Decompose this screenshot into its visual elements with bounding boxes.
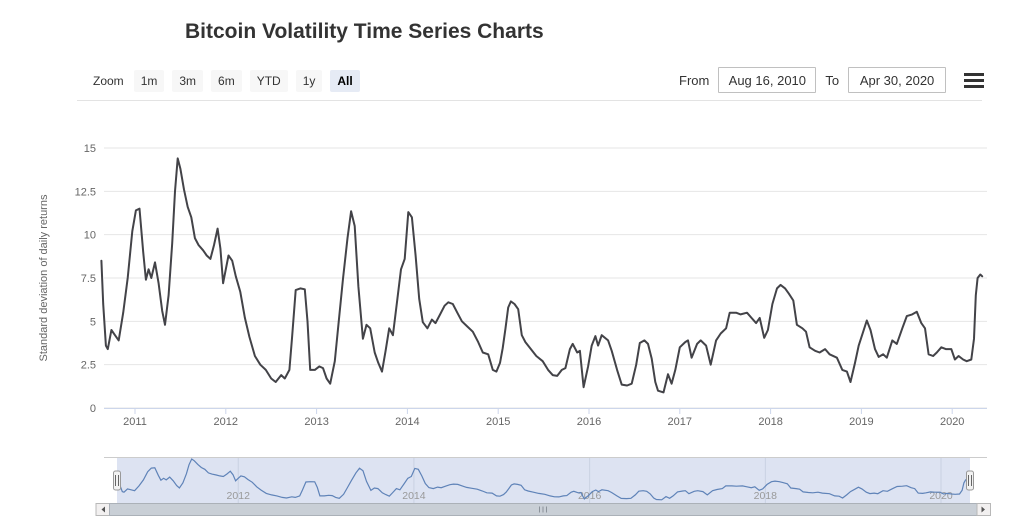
navigator-tick-label: 2012 — [227, 490, 251, 502]
navigator-line — [117, 458, 971, 501]
y-axis-tick-label: 5 — [90, 316, 96, 328]
y-axis-tick-label: 10 — [84, 230, 96, 242]
zoom-button-6m[interactable]: 6m — [211, 70, 242, 92]
hamburger-menu-icon[interactable] — [964, 73, 984, 88]
y-axis-tick-label: 2.5 — [81, 360, 96, 372]
toolbar-separator — [77, 100, 982, 101]
x-axis-tick-label: 2015 — [486, 416, 510, 428]
x-axis-tick-label: 2017 — [668, 416, 692, 428]
zoom-button-all[interactable]: All — [330, 70, 360, 92]
zoom-button-1m[interactable]: 1m — [133, 70, 165, 92]
navigator-right-handle[interactable] — [966, 470, 974, 491]
x-axis-tick-label: 2014 — [395, 416, 419, 428]
y-axis-tick-label: 0 — [90, 403, 96, 415]
x-axis-tick-label: 2020 — [940, 416, 964, 428]
navigator-left-handle[interactable] — [113, 470, 121, 491]
chart-title: Bitcoin Volatility Time Series Charts — [185, 20, 544, 43]
x-axis-tick-label: 2018 — [758, 416, 782, 428]
plot-area[interactable] — [104, 145, 987, 408]
y-axis-title: Standard deviation of daily returns — [38, 194, 50, 361]
to-label: To — [825, 72, 840, 88]
zoom-label: Zoom — [93, 74, 124, 88]
zoom-button-ytd[interactable]: YTD — [249, 70, 288, 92]
x-axis-tick-label: 2011 — [123, 416, 147, 428]
y-axis-tick-label: 15 — [84, 143, 96, 155]
date-range-group: From To — [679, 67, 947, 93]
y-axis-tick-label: 12.5 — [75, 186, 96, 198]
y-axis-tick-label: 7.5 — [81, 273, 96, 285]
zoom-buttons: 1m 3m 6m YTD 1y All — [126, 70, 360, 92]
navigator-tick-label: 2018 — [754, 490, 778, 502]
right-arrow-icon — [981, 506, 985, 513]
volatility-line — [100, 157, 984, 394]
range-selector: Zoom 1m 3m 6m YTD 1y All — [93, 69, 360, 93]
navigator-mask[interactable] — [117, 458, 970, 503]
zoom-button-1y[interactable]: 1y — [295, 70, 323, 92]
to-date-input[interactable] — [848, 67, 947, 93]
zoom-button-3m[interactable]: 3m — [172, 70, 204, 92]
from-label: From — [679, 72, 710, 88]
x-axis-tick-label: 2013 — [304, 416, 328, 428]
from-date-input[interactable] — [718, 67, 817, 93]
x-axis-tick-label: 2012 — [214, 416, 238, 428]
left-arrow-icon — [101, 506, 105, 513]
x-axis-tick-label: 2016 — [577, 416, 601, 428]
navigator-tick-label: 2014 — [402, 490, 426, 502]
x-axis-tick-label: 2019 — [849, 416, 873, 428]
